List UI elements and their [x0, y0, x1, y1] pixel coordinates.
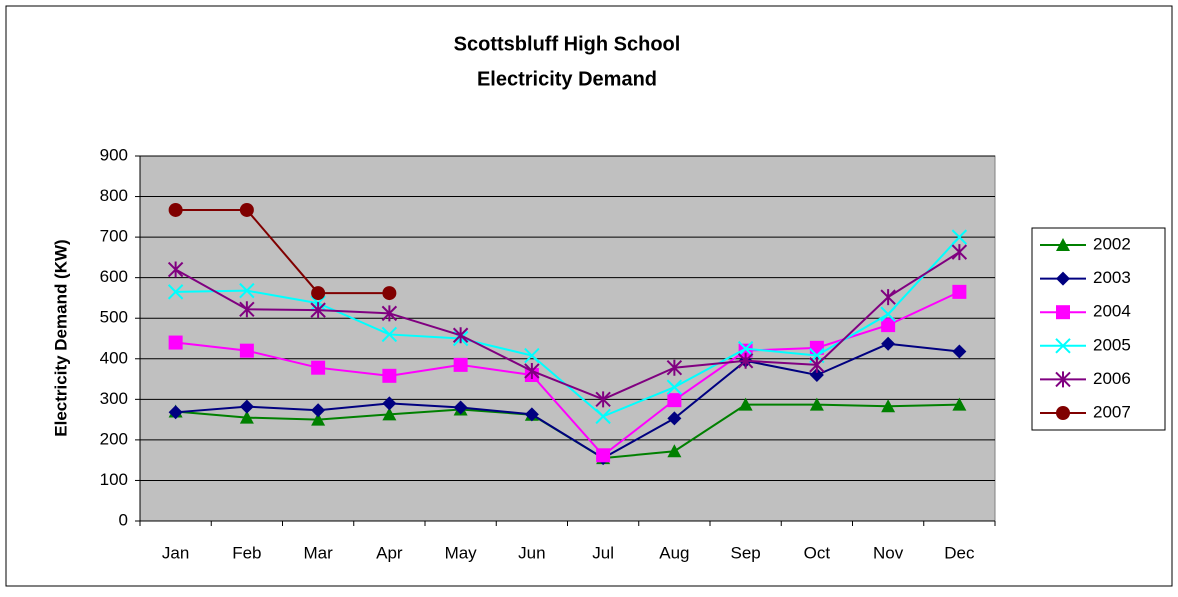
legend-label: 2004 — [1093, 302, 1131, 321]
y-tick-label: 700 — [100, 227, 128, 246]
y-tick-label: 100 — [100, 470, 128, 489]
legend-marker — [1056, 406, 1070, 420]
data-point — [453, 400, 468, 415]
x-tick-label: Oct — [804, 543, 831, 562]
data-point — [951, 244, 968, 261]
data-point — [595, 408, 611, 425]
data-point — [381, 326, 398, 343]
x-tick-label: Sep — [731, 543, 761, 562]
y-tick-label: 200 — [100, 429, 128, 448]
x-tick-label: Jan — [162, 543, 189, 562]
data-point — [666, 379, 683, 395]
plot-area — [139, 155, 996, 522]
data-point — [453, 357, 468, 372]
data-point — [667, 444, 682, 458]
legend-label: 2006 — [1093, 369, 1131, 388]
data-point — [952, 344, 967, 359]
data-point — [666, 359, 683, 376]
data-point — [311, 412, 326, 426]
data-point — [951, 229, 968, 245]
y-tick-label: 500 — [100, 308, 128, 327]
data-point — [881, 336, 896, 351]
data-point — [738, 343, 753, 358]
data-point — [595, 391, 611, 408]
data-point — [167, 261, 184, 278]
x-tick-label: May — [445, 543, 478, 562]
data-point — [524, 347, 540, 364]
data-point — [881, 318, 896, 333]
x-tick-label: Apr — [376, 543, 403, 562]
data-point — [382, 407, 397, 421]
chart-title: Scottsbluff High School — [454, 33, 681, 55]
data-point — [809, 356, 825, 373]
data-point — [880, 289, 896, 306]
data-point — [239, 399, 254, 414]
data-point — [667, 393, 682, 408]
data-point — [167, 284, 184, 300]
data-point — [168, 202, 183, 217]
y-tick-label: 800 — [100, 186, 128, 205]
x-tick-label: Dec — [944, 543, 975, 562]
data-point — [596, 448, 611, 463]
data-point — [667, 411, 682, 426]
legend-marker — [1055, 338, 1071, 354]
data-point — [881, 399, 896, 413]
legend-marker — [1056, 238, 1070, 251]
data-point — [239, 410, 254, 424]
series-line — [175, 290, 960, 457]
data-point — [952, 397, 967, 411]
data-point — [952, 284, 967, 299]
y-tick-label: 300 — [100, 389, 128, 408]
y-tick-label: 0 — [119, 510, 128, 529]
x-tick-label: Mar — [303, 543, 333, 562]
data-point — [737, 352, 754, 369]
legend-box — [1031, 227, 1166, 431]
series-line — [175, 251, 960, 401]
chart-subtitle: Electricity Demand — [477, 68, 657, 90]
data-point — [880, 306, 896, 322]
data-point — [738, 397, 753, 411]
data-point — [524, 362, 540, 379]
data-point — [524, 407, 539, 422]
data-point — [168, 335, 183, 350]
x-tick-label: Aug — [659, 543, 689, 562]
data-point — [809, 368, 824, 382]
data-point — [311, 360, 326, 375]
legend-label: 2003 — [1093, 268, 1131, 287]
x-tick-label: Jun — [518, 543, 545, 562]
data-point — [168, 405, 183, 420]
series-line — [175, 208, 390, 295]
legend-label: 2005 — [1093, 335, 1131, 354]
y-tick-label: 600 — [100, 267, 128, 286]
data-point — [382, 396, 397, 411]
data-point — [239, 282, 255, 299]
data-point — [311, 403, 326, 418]
x-tick-label: Jul — [592, 543, 614, 562]
data-point — [452, 327, 469, 344]
legend-marker — [1056, 271, 1070, 286]
y-tick-label: 400 — [100, 348, 128, 367]
x-tick-label: Feb — [232, 543, 261, 562]
y-axis-label: Electricity Demand (KW) — [51, 239, 70, 436]
y-tick-label: 900 — [100, 145, 128, 164]
data-point — [737, 340, 754, 357]
data-point — [381, 305, 398, 322]
data-point — [239, 202, 254, 217]
data-point — [809, 397, 824, 411]
data-point — [311, 286, 326, 301]
legend-marker — [1056, 305, 1070, 320]
data-point — [382, 368, 397, 383]
series-line — [175, 342, 960, 460]
data-point — [239, 343, 254, 358]
legend-label: 2002 — [1093, 234, 1131, 253]
legend-label: 2007 — [1093, 402, 1131, 421]
data-point — [382, 286, 397, 301]
legend-marker — [1055, 371, 1071, 388]
x-tick-label: Nov — [873, 543, 904, 562]
data-point — [239, 301, 255, 318]
data-point — [310, 302, 326, 319]
